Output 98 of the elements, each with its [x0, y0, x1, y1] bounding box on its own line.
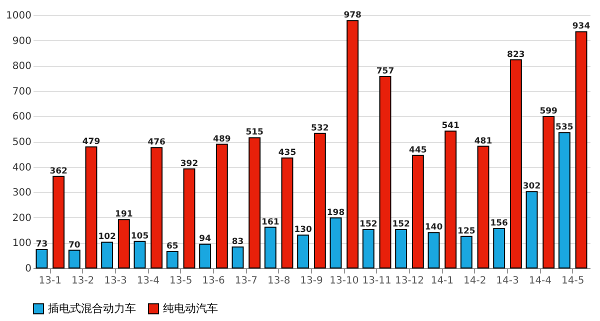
y-tick-label: 300 — [12, 188, 32, 199]
data-label: 823 — [507, 50, 525, 60]
x-tick-label: 14-2 — [463, 276, 486, 286]
x-tick-label: 13-6 — [202, 276, 225, 286]
data-label: 445 — [409, 145, 427, 156]
bar — [330, 217, 342, 268]
data-label: 191 — [115, 210, 133, 220]
x-tick-label: 13-2 — [71, 276, 94, 286]
y-tick-label: 0 — [25, 264, 32, 274]
data-label: 73 — [36, 240, 48, 250]
x-tick-label: 14-5 — [561, 276, 584, 286]
y-tick-label: 200 — [12, 212, 32, 224]
data-label: 70 — [68, 240, 80, 250]
data-label: 392 — [180, 158, 198, 169]
data-label: 102 — [98, 232, 116, 242]
data-label: 934 — [572, 22, 590, 32]
bar — [150, 147, 163, 268]
data-label: 435 — [278, 148, 296, 158]
bar — [346, 20, 359, 268]
bar — [297, 234, 310, 268]
y-tick-label: 400 — [12, 162, 32, 174]
data-label: 161 — [262, 217, 280, 228]
bar — [526, 191, 538, 268]
bar — [118, 219, 130, 268]
data-label: 152 — [392, 220, 410, 230]
bar — [85, 146, 98, 268]
bar — [216, 144, 228, 268]
bar — [460, 236, 472, 268]
x-tick-label: 13-1 — [38, 276, 62, 286]
bar — [232, 246, 244, 268]
bar — [428, 232, 440, 268]
bar — [248, 137, 261, 268]
x-tick-label: 13-10 — [330, 276, 359, 286]
x-tick-label: 13-8 — [267, 276, 290, 286]
x-tick-label: 14-3 — [496, 276, 519, 286]
x-tick-label: 13-12 — [394, 276, 424, 286]
x-tick-label: 14-4 — [528, 276, 552, 286]
data-label: 541 — [442, 121, 460, 132]
bar — [52, 176, 65, 268]
data-label: 152 — [360, 220, 378, 230]
bar — [379, 76, 392, 268]
x-tick-label: 13-7 — [234, 276, 258, 286]
x-tick-label: 13-9 — [300, 276, 323, 286]
y-tick-label: 700 — [12, 86, 32, 98]
bar — [477, 146, 490, 268]
data-label: 479 — [82, 136, 100, 147]
bar — [444, 130, 457, 268]
bar — [395, 229, 408, 268]
data-label: 532 — [311, 123, 329, 134]
data-label: 130 — [294, 225, 312, 236]
y-tick-label: 900 — [12, 36, 32, 47]
bar — [575, 31, 588, 268]
x-tick-label: 14-1 — [430, 276, 454, 286]
data-label: 94 — [199, 234, 212, 244]
x-tick-label: 13-3 — [104, 276, 127, 286]
data-label: 535 — [556, 122, 574, 133]
x-tick-label: 13-5 — [169, 276, 192, 286]
data-label: 65 — [166, 242, 178, 252]
bar — [558, 132, 570, 268]
data-label: 481 — [474, 136, 492, 146]
bar — [166, 251, 178, 268]
bar — [36, 249, 48, 268]
bar — [264, 226, 276, 268]
bar — [412, 154, 424, 268]
bar — [183, 168, 196, 268]
data-label: 125 — [458, 226, 476, 236]
legend-label: 插电式混合动力车 — [48, 302, 136, 315]
data-label: 757 — [376, 66, 394, 76]
bar — [101, 242, 114, 268]
y-tick-label: 100 — [12, 238, 32, 250]
bar — [493, 228, 506, 268]
bar — [134, 240, 146, 268]
y-tick-label: 800 — [12, 61, 32, 72]
data-label: 489 — [213, 134, 231, 144]
y-tick-label: 1000 — [6, 10, 32, 22]
y-tick-label: 600 — [12, 112, 32, 123]
data-label: 362 — [50, 166, 68, 176]
data-label: 476 — [148, 138, 166, 148]
data-label: 83 — [232, 237, 244, 247]
legend-label: 纯电动汽车 — [163, 302, 218, 315]
data-label: 599 — [540, 106, 558, 116]
data-label: 198 — [326, 208, 345, 218]
data-label: 156 — [490, 218, 508, 229]
data-label: 140 — [424, 222, 443, 233]
data-label: 978 — [344, 10, 362, 21]
bar — [199, 244, 212, 268]
bar — [314, 132, 326, 268]
bar — [68, 250, 80, 268]
y-tick-label: 500 — [12, 137, 32, 148]
data-label: 302 — [522, 182, 541, 192]
data-label: 515 — [246, 128, 264, 138]
bar — [542, 116, 555, 268]
x-tick-label: 13-11 — [362, 276, 392, 286]
bar — [362, 229, 374, 268]
data-label: 105 — [130, 231, 149, 242]
x-tick-label: 13-4 — [136, 276, 160, 286]
bar — [510, 59, 522, 268]
bar — [281, 157, 294, 268]
